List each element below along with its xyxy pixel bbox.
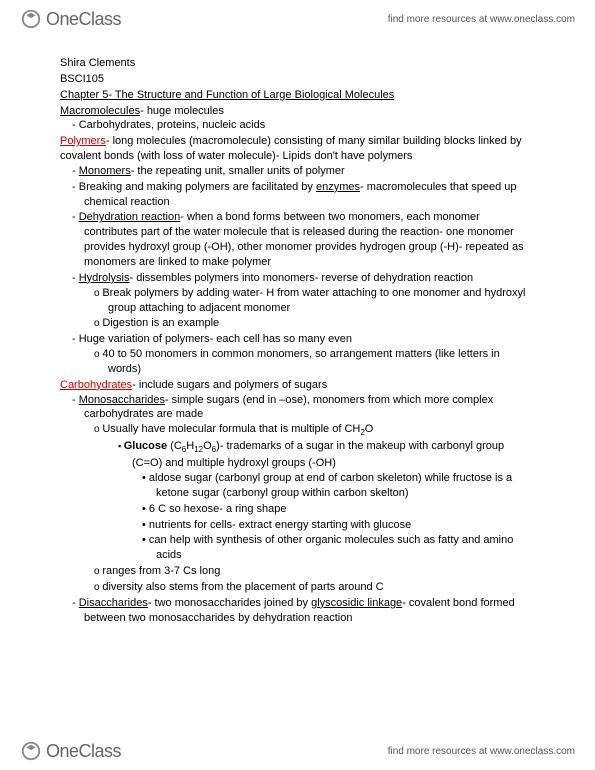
- formula-pre: Usually have molecular formula that is m…: [102, 423, 360, 435]
- polymers-def: - long molecules (macromolecule) consist…: [60, 135, 522, 162]
- glucose-formula-pre: (C: [167, 440, 182, 452]
- carbs-def: - include sugars and polymers of sugars: [132, 379, 327, 391]
- list-item: Disaccharides- two monosaccharides joine…: [84, 596, 535, 626]
- list-item: Monosaccharides- simple sugars (end in –…: [84, 393, 535, 595]
- list-item: Digestion is an example: [108, 316, 535, 331]
- list-item: 40 to 50 monomers in common monomers, so…: [108, 347, 535, 377]
- glucose-o: O: [203, 440, 212, 452]
- list-item: Carbohydrates, proteins, nucleic acids: [84, 118, 535, 133]
- term-glycosidic: glyscosidic linkage: [311, 597, 402, 609]
- glucose-sub: 12: [194, 445, 203, 454]
- chapter-text: - The Structure and Function of Large Bi…: [108, 89, 394, 101]
- glucose-h: H: [186, 440, 194, 452]
- list-item: aldose sugar (carbonyl group at end of c…: [156, 471, 535, 501]
- glucose-list: Glucose (C6H12O6)- trademarks of a sugar…: [108, 439, 535, 563]
- term-hydrolysis: Hydrolysis: [79, 272, 130, 284]
- list-item: Break polymers by adding water- H from w…: [108, 286, 535, 316]
- list-item: Breaking and making polymers are facilit…: [84, 180, 535, 210]
- chapter-title: Chapter 5- The Structure and Function of…: [60, 88, 535, 103]
- hydrolysis-def: - dissembles polymers into monomers- rev…: [129, 272, 473, 284]
- polymers-line: Polymers- long molecules (macromolecule)…: [60, 134, 535, 164]
- course-code: BSCI105: [60, 72, 535, 87]
- list-item: 6 C so hexose- a ring shape: [156, 502, 535, 517]
- list-item: Glucose (C6H12O6)- trademarks of a sugar…: [132, 439, 535, 563]
- term-macromolecules: Macromolecules: [60, 105, 140, 117]
- hydrolysis-sublist: Break polymers by adding water- H from w…: [84, 286, 535, 332]
- logo-icon: [20, 8, 42, 30]
- header-resources-link[interactable]: find more resources at www.oneclass.com: [388, 14, 575, 25]
- footer-logo: OneClass: [20, 740, 121, 762]
- mono-sublist: Usually have molecular formula that is m…: [84, 422, 535, 595]
- term-disaccharides: Disaccharides: [79, 597, 148, 609]
- term-dehydration: Dehydration reaction: [79, 211, 181, 223]
- list-item: diversity also stems from the placement …: [108, 580, 535, 595]
- formula-post: O: [365, 423, 374, 435]
- term-polymers: Polymers: [60, 135, 106, 147]
- list-item: Hydrolysis- dissembles polymers into mon…: [84, 271, 535, 331]
- list-item: Usually have molecular formula that is m…: [108, 422, 535, 563]
- list-item: nutrients for cells- extract energy star…: [156, 518, 535, 533]
- macromolecules-def: - huge molecules: [140, 105, 224, 117]
- term-glucose: Glucose: [124, 440, 167, 452]
- term-enzymes: enzymes: [316, 181, 360, 193]
- chapter-prefix: Chapter 5: [60, 89, 108, 101]
- list-item: Monomers- the repeating unit, smaller un…: [84, 164, 535, 179]
- page-header: OneClass find more resources at www.onec…: [0, 0, 595, 36]
- page-footer: OneClass find more resources at www.onec…: [0, 734, 595, 770]
- footer-logo-text: OneClass: [46, 741, 121, 762]
- list-item: can help with synthesis of other organic…: [156, 533, 535, 563]
- monomers-def: - the repeating unit, smaller units of p…: [131, 165, 345, 177]
- glucose-bullets: aldose sugar (carbonyl group at end of c…: [132, 471, 535, 563]
- macro-list: Carbohydrates, proteins, nucleic acids: [60, 118, 535, 133]
- logo-text: OneClass: [46, 9, 121, 30]
- logo: OneClass: [20, 8, 121, 30]
- term-monosaccharides: Monosaccharides: [79, 394, 165, 406]
- list-item: Huge variation of polymers- each cell ha…: [84, 332, 535, 377]
- author-name: Shira Clements: [60, 56, 535, 71]
- list-item: ranges from 3-7 Cs long: [108, 564, 535, 579]
- di-mid: - two monosaccharides joined by: [148, 597, 311, 609]
- carbs-list: Monosaccharides- simple sugars (end in –…: [60, 393, 535, 626]
- carbs-line: Carbohydrates- include sugars and polyme…: [60, 378, 535, 393]
- footer-resources-link[interactable]: find more resources at www.oneclass.com: [388, 746, 575, 757]
- macromolecules-line: Macromolecules- huge molecules: [60, 104, 535, 119]
- document-body: Shira Clements BSCI105 Chapter 5- The St…: [0, 36, 595, 637]
- term-carbohydrates: Carbohydrates: [60, 379, 132, 391]
- polymers-list: Monomers- the repeating unit, smaller un…: [60, 164, 535, 377]
- variation-sublist: 40 to 50 monomers in common monomers, so…: [84, 347, 535, 377]
- enzymes-pre: Breaking and making polymers are facilit…: [79, 181, 316, 193]
- list-item: Dehydration reaction- when a bond forms …: [84, 210, 535, 269]
- variation-text: Huge variation of polymers- each cell ha…: [79, 333, 352, 345]
- term-monomers: Monomers: [79, 165, 131, 177]
- logo-icon: [20, 740, 42, 762]
